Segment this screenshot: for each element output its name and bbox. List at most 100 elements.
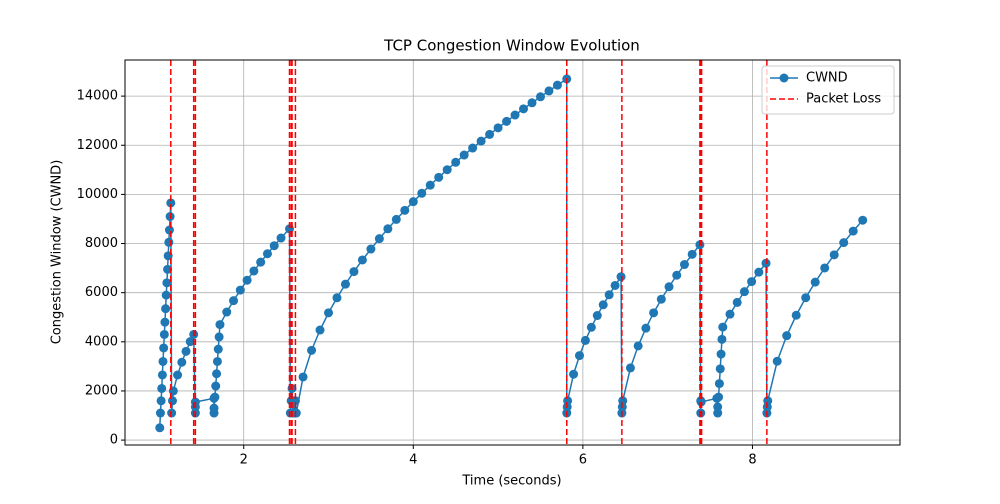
data-point <box>459 150 469 160</box>
data-point <box>214 332 224 342</box>
y-tick-label: 6000 <box>85 285 118 300</box>
data-point <box>810 277 820 287</box>
data-point <box>468 143 478 153</box>
data-point <box>383 224 393 234</box>
data-point <box>155 423 165 433</box>
data-point <box>569 369 579 379</box>
data-point <box>290 396 300 406</box>
data-point <box>772 356 782 366</box>
data-point <box>782 331 792 341</box>
data-point <box>177 357 187 367</box>
x-tick-label: 4 <box>409 453 417 468</box>
data-point <box>848 226 858 236</box>
legend-marker <box>779 73 789 83</box>
data-point <box>687 249 697 259</box>
y-tick-label: 4000 <box>85 334 118 349</box>
data-point <box>791 310 801 320</box>
data-point <box>580 335 590 345</box>
data-point <box>598 300 608 310</box>
plot-area <box>155 60 868 445</box>
data-point <box>157 383 167 393</box>
data-point <box>340 279 350 289</box>
data-point <box>159 329 169 339</box>
data-point <box>212 356 222 366</box>
data-point <box>442 165 452 175</box>
y-tick-label: 10000 <box>77 187 118 202</box>
data-point <box>763 396 773 406</box>
data-point <box>839 238 849 248</box>
data-point <box>485 129 495 139</box>
data-point <box>249 266 259 276</box>
data-point <box>213 344 223 354</box>
data-point <box>408 197 418 207</box>
data-point <box>754 267 764 277</box>
data-point <box>211 381 221 391</box>
data-point <box>592 311 602 321</box>
data-point <box>739 287 749 297</box>
data-point <box>161 304 171 314</box>
y-tick-label: 8000 <box>85 236 118 251</box>
data-point <box>307 345 317 355</box>
data-point <box>164 237 174 247</box>
data-point <box>158 356 168 366</box>
data-point <box>212 369 222 379</box>
plot-frame <box>124 59 901 446</box>
data-point <box>563 396 573 406</box>
data-point <box>210 392 220 402</box>
data-point <box>162 278 172 288</box>
data-point <box>159 343 169 353</box>
data-point <box>761 258 771 268</box>
data-point <box>618 396 628 406</box>
data-point <box>672 270 682 280</box>
data-point <box>552 80 562 90</box>
data-point <box>242 275 252 285</box>
data-point <box>163 264 173 274</box>
y-axis-label: Congestion Window (CWND) <box>50 160 65 345</box>
data-point <box>173 370 183 380</box>
data-point <box>357 255 367 265</box>
legend-label: Packet Loss <box>806 92 881 107</box>
data-point <box>332 293 342 303</box>
data-point <box>510 110 520 120</box>
data-point <box>160 317 170 327</box>
data-point <box>349 267 359 277</box>
data-point <box>425 180 435 190</box>
data-point <box>167 408 177 418</box>
data-point <box>235 285 245 295</box>
data-point <box>829 250 839 260</box>
data-point <box>476 136 486 146</box>
data-point <box>664 282 674 292</box>
data-point <box>641 323 651 333</box>
data-point <box>718 322 728 332</box>
x-tick-label: 2 <box>240 453 248 468</box>
chart-title: TCP Congestion Window Evolution <box>383 37 640 55</box>
data-point <box>801 293 811 303</box>
data-point <box>717 334 727 344</box>
data-point <box>715 364 725 374</box>
data-point <box>164 225 174 235</box>
y-tick-label: 12000 <box>77 138 118 153</box>
data-point <box>610 280 620 290</box>
data-point <box>625 363 635 373</box>
data-point <box>391 214 401 224</box>
data-point <box>502 116 512 126</box>
data-point <box>161 290 171 300</box>
data-point <box>820 263 830 273</box>
data-point <box>713 402 723 412</box>
data-point <box>298 372 308 382</box>
data-point <box>747 277 757 287</box>
data-point <box>519 104 529 114</box>
data-point <box>315 325 325 335</box>
data-point <box>633 341 643 351</box>
data-point <box>716 349 726 359</box>
data-point <box>400 205 410 215</box>
data-point <box>181 346 191 356</box>
y-tick-label: 2000 <box>85 383 118 398</box>
data-point <box>604 290 614 300</box>
data-point <box>291 408 301 418</box>
x-tick-label: 8 <box>748 453 756 468</box>
data-point <box>209 403 219 413</box>
data-point <box>156 396 166 406</box>
x-tick-label: 6 <box>579 453 587 468</box>
y-tick-label: 0 <box>110 433 118 448</box>
